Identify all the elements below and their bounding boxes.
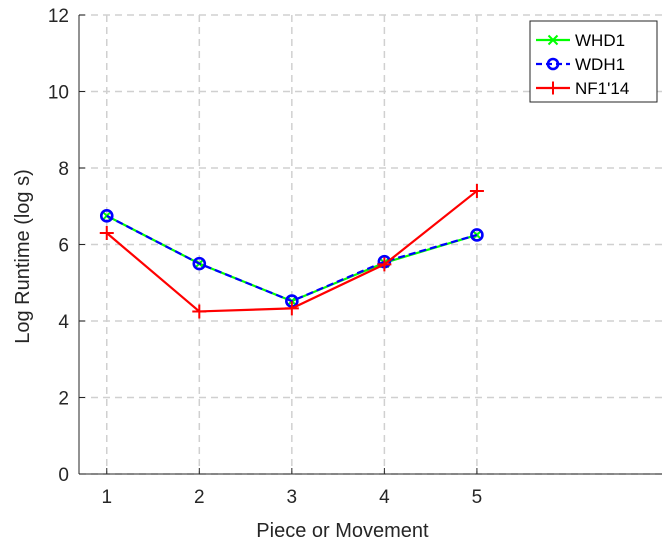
x-tick-label: 2 <box>194 487 205 508</box>
data-point <box>377 257 392 272</box>
x-tick-label: 3 <box>287 487 298 508</box>
data-point <box>192 304 207 319</box>
y-tick-label: 0 <box>58 465 69 486</box>
legend-entry: WHD1 <box>536 31 625 50</box>
x-tick-label: 5 <box>472 487 483 508</box>
legend-marker <box>547 34 559 46</box>
x-axis-label: Piece or Movement <box>256 520 429 542</box>
grid-lines <box>79 14 662 475</box>
legend: WHD1 WDH1 NF1'14 <box>529 20 658 103</box>
series-line <box>106 214 478 303</box>
y-tick-label: 6 <box>58 236 69 257</box>
data-point <box>470 228 484 242</box>
data-point <box>192 256 207 271</box>
y-tick-label: 2 <box>58 389 69 410</box>
data-point <box>469 183 484 198</box>
data-point <box>284 301 299 316</box>
series-wdh1 <box>99 209 484 308</box>
data-point <box>99 209 114 223</box>
series-nf1-14 <box>99 183 484 319</box>
legend-label: WHD1 <box>575 31 625 50</box>
y-tick-label: 10 <box>48 83 69 104</box>
legend-entry: WDH1 <box>536 55 625 74</box>
y-tick-label: 4 <box>58 312 69 333</box>
data-point <box>99 226 114 241</box>
x-tick-label: 1 <box>101 487 112 508</box>
y-tick-label: 12 <box>48 6 69 27</box>
x-tick-label: 4 <box>379 487 390 508</box>
legend-label: WDH1 <box>575 55 625 74</box>
legend-label: NF1'14 <box>575 79 629 98</box>
legend-marker <box>546 57 560 71</box>
series-layer <box>99 183 484 319</box>
legend-marker <box>546 81 560 95</box>
y-axis-label: Log Runtime (log s) <box>12 169 34 344</box>
axes <box>78 14 662 475</box>
legend-entry: NF1'14 <box>536 79 629 98</box>
y-tick-label: 8 <box>58 159 69 180</box>
